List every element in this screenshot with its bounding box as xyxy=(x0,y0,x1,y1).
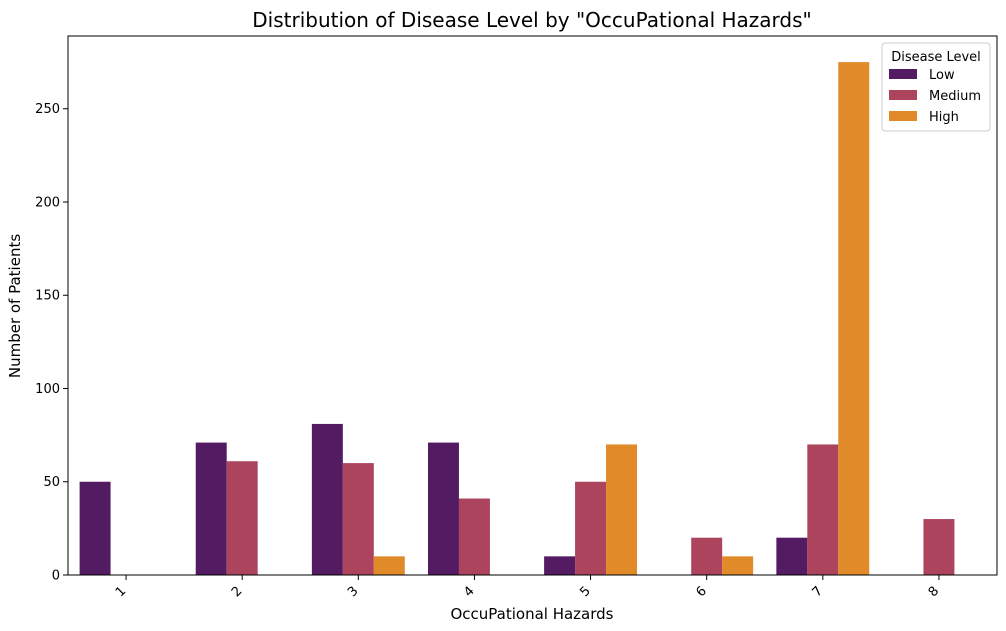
x-tick-label: 1 xyxy=(113,584,129,600)
bar-low-2 xyxy=(195,442,227,575)
x-tick-label: 6 xyxy=(694,584,710,600)
legend-swatch-low xyxy=(889,69,917,79)
y-axis: 0 50 100 150 200 250 xyxy=(35,102,68,584)
x-axis-title: OccuPational Hazards xyxy=(450,605,613,623)
y-tick-label: 50 xyxy=(43,475,60,490)
bar-low-5 xyxy=(544,556,576,575)
bar-high-5 xyxy=(606,444,638,575)
legend-label-low: Low xyxy=(929,68,955,83)
bar-low-1 xyxy=(79,481,111,575)
bar-low-3 xyxy=(311,423,343,575)
bar-medium-5 xyxy=(575,481,607,575)
x-tick-label: 2 xyxy=(229,584,245,600)
x-tick-label: 8 xyxy=(926,584,942,600)
y-tick-label: 200 xyxy=(35,195,60,210)
x-tick-label: 4 xyxy=(461,584,477,600)
chart-title: Distribution of Disease Level by "OccuPa… xyxy=(252,8,811,32)
legend-label-medium: Medium xyxy=(929,89,981,104)
bar-low-7 xyxy=(776,537,808,575)
legend-swatch-high xyxy=(889,111,917,121)
legend: Disease Level Low Medium High xyxy=(881,42,991,132)
bars-group xyxy=(79,62,955,576)
y-tick-label: 150 xyxy=(35,289,60,304)
legend-items: Low Medium High xyxy=(889,68,981,125)
bar-medium-6 xyxy=(691,537,723,575)
bar-medium-4 xyxy=(458,498,490,575)
legend-title: Disease Level xyxy=(891,50,981,65)
bar-medium-3 xyxy=(342,463,374,575)
bar-medium-7 xyxy=(807,444,839,575)
legend-box xyxy=(881,42,991,132)
y-tick-label: 100 xyxy=(35,382,60,397)
bar-high-6 xyxy=(722,556,754,575)
legend-label-high: High xyxy=(929,110,959,125)
y-tick-label: 0 xyxy=(52,569,60,584)
bar-high-3 xyxy=(373,556,405,575)
x-tick-label: 5 xyxy=(577,584,593,600)
bar-medium-2 xyxy=(226,461,258,575)
x-tick-label: 7 xyxy=(810,584,826,600)
legend-swatch-medium xyxy=(889,90,917,100)
x-axis: 1 2 3 4 5 6 7 8 xyxy=(113,575,942,600)
plot-frame xyxy=(67,35,998,576)
bar-low-4 xyxy=(427,442,459,575)
bar-high-7 xyxy=(838,62,870,576)
bar-medium-8 xyxy=(923,519,955,575)
y-tick-label: 250 xyxy=(35,102,60,117)
y-axis-title: Number of Patients xyxy=(6,234,24,378)
x-tick-label: 3 xyxy=(345,584,361,600)
